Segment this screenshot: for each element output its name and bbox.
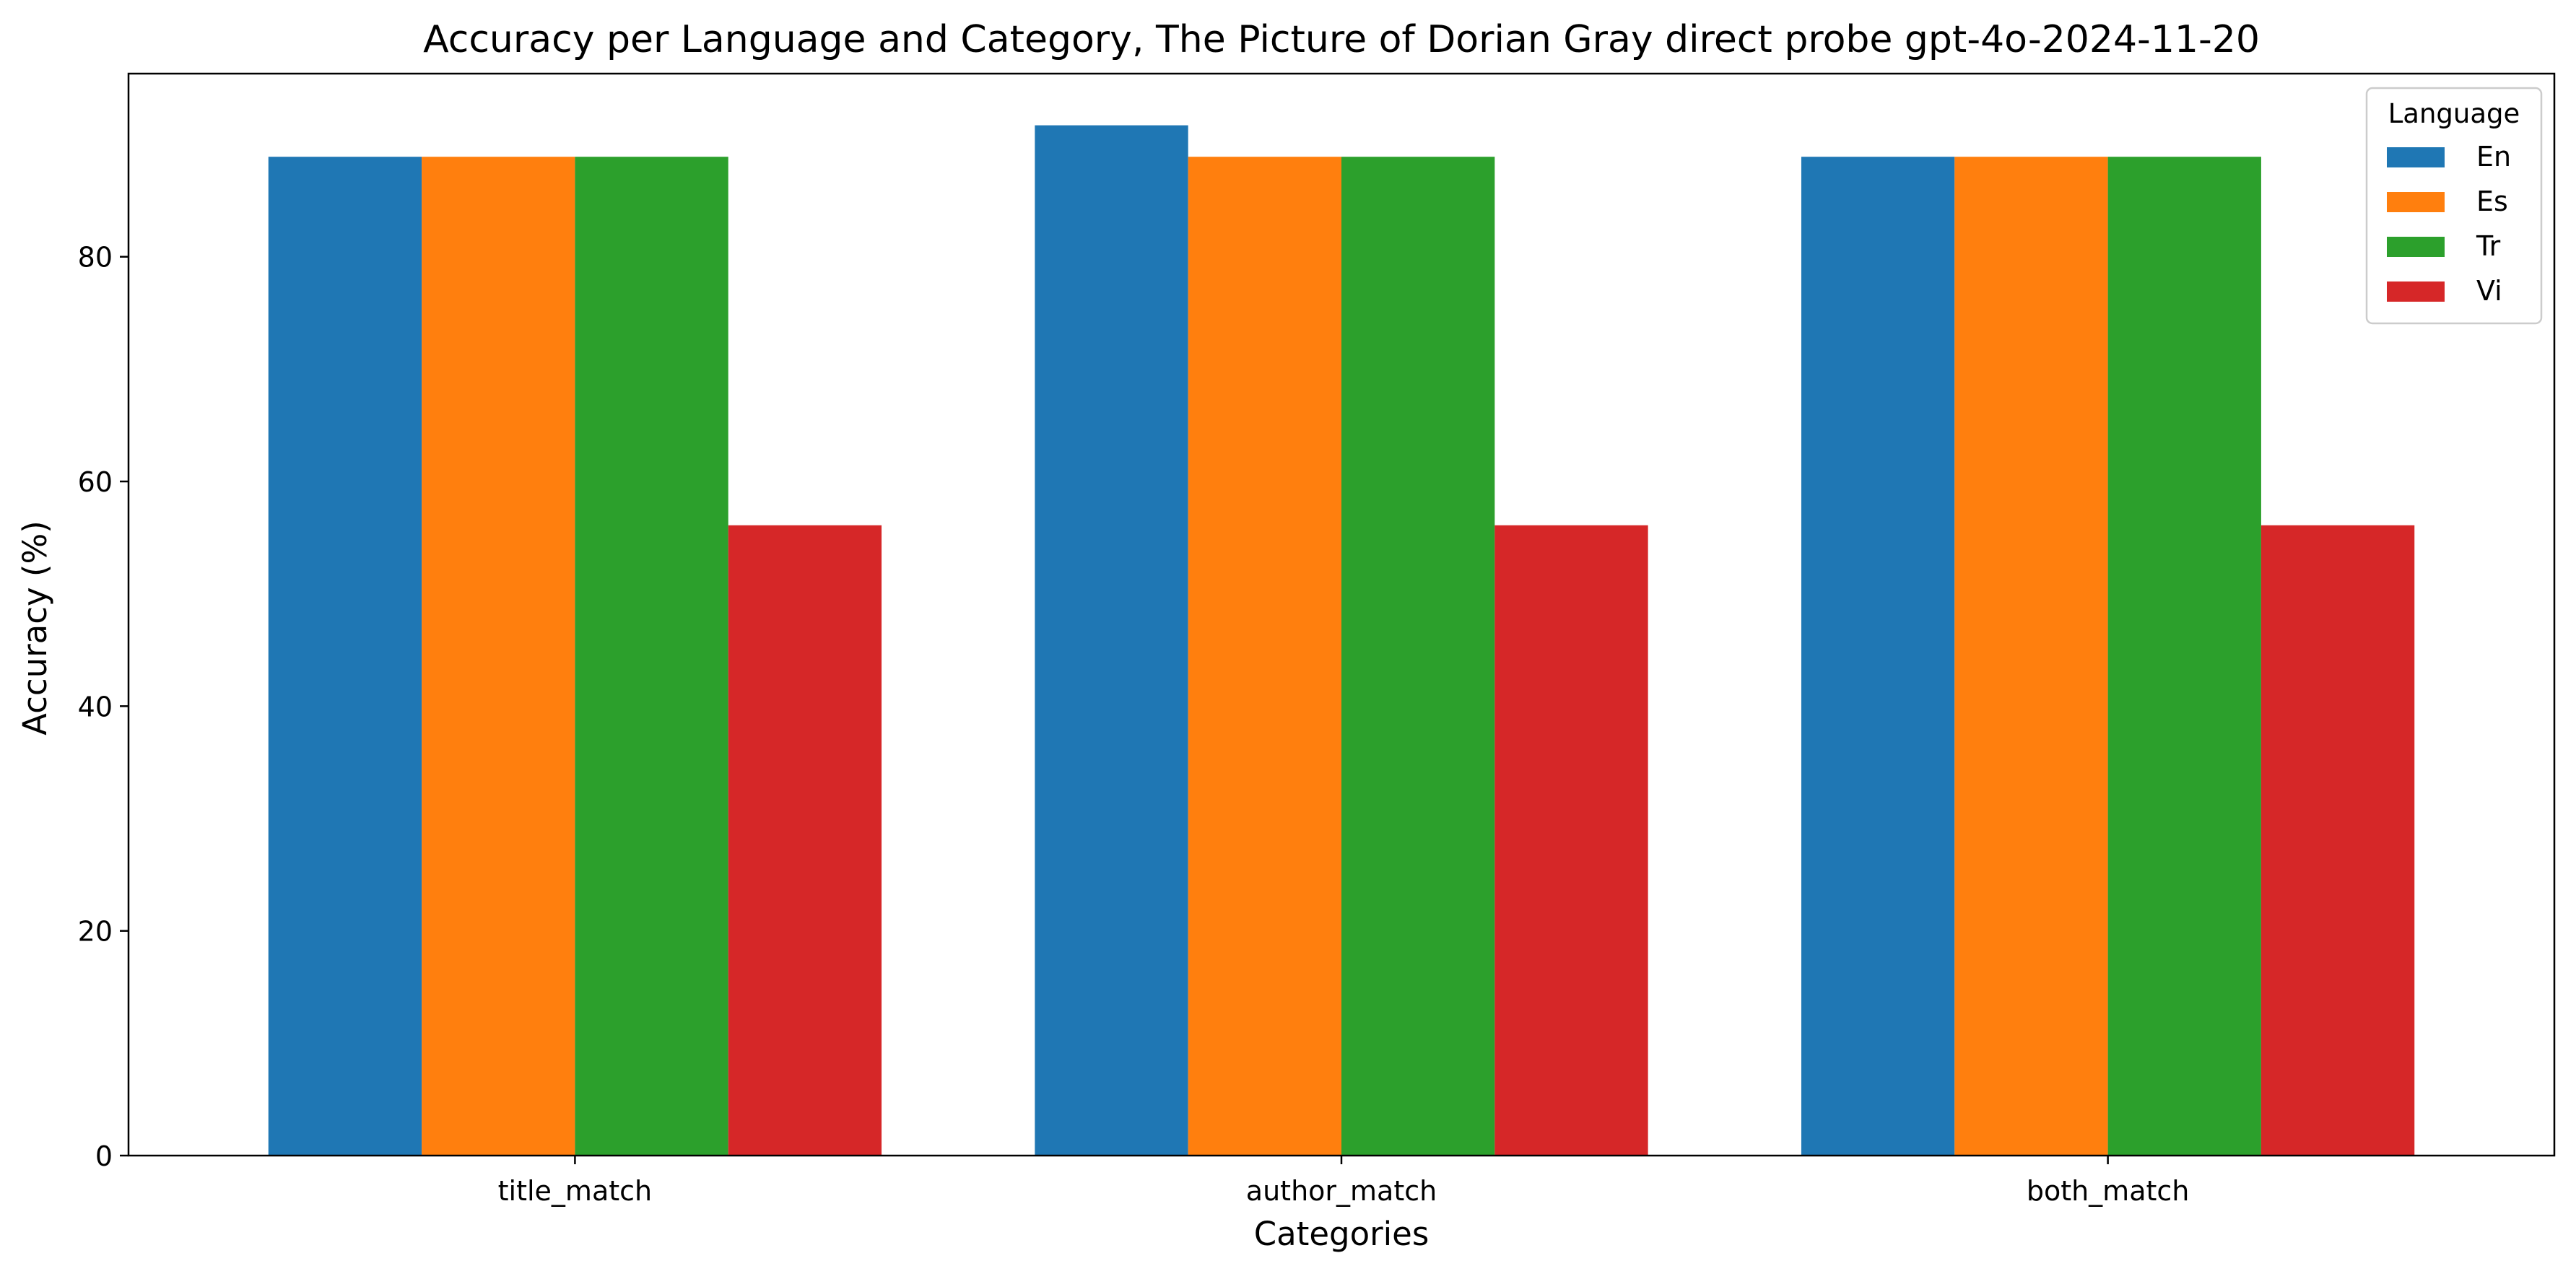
legend-swatch-es: [2387, 192, 2445, 212]
bar-vi-title_match: [728, 525, 882, 1156]
legend-swatch-vi: [2387, 281, 2445, 302]
y-tick-label: 20: [78, 916, 113, 948]
bar-es-title_match: [422, 157, 575, 1156]
x-tick-label: both_match: [2027, 1175, 2190, 1207]
legend: Language En Es Tr Vi: [2365, 87, 2543, 325]
legend-swatch-en: [2387, 147, 2445, 167]
bar-vi-both_match: [2260, 525, 2415, 1156]
legend-label-vi: Vi: [2476, 275, 2502, 307]
y-tick-label: 80: [78, 242, 113, 274]
plot-area: 0 20 40 60 80 title_match author_match both_mat…: [78, 72, 2556, 1207]
legend-label-en: En: [2476, 141, 2511, 173]
bar-es-author_match: [1188, 157, 1341, 1156]
y-tick-label: 40: [78, 691, 113, 723]
legend-label-tr: Tr: [2476, 230, 2501, 262]
bar-tr-both_match: [2107, 157, 2261, 1156]
bar-tr-author_match: [1341, 157, 1495, 1156]
legend-swatch-tr: [2387, 237, 2445, 257]
bar-en-author_match: [1035, 125, 1188, 1156]
legend-title: Language: [2388, 98, 2520, 129]
bar-vi-author_match: [1494, 525, 1648, 1156]
y-tick-label: 60: [78, 466, 113, 498]
bar-en-both_match: [1801, 157, 1955, 1156]
x-axis-label: Categories: [1254, 1215, 1430, 1253]
y-axis-label: Accuracy (%): [16, 520, 54, 735]
x-tick-label: author_match: [1246, 1175, 1437, 1207]
bar-tr-title_match: [575, 157, 728, 1156]
y-tick-label: 0: [95, 1140, 113, 1172]
bar-es-both_match: [1954, 157, 2108, 1156]
legend-label-es: Es: [2476, 185, 2508, 217]
legend-box: [2365, 87, 2543, 325]
chart-title: Accuracy per Language and Category, The …: [423, 18, 2260, 61]
bar-en-title_match: [268, 157, 422, 1156]
x-tick-label: title_match: [498, 1175, 652, 1207]
